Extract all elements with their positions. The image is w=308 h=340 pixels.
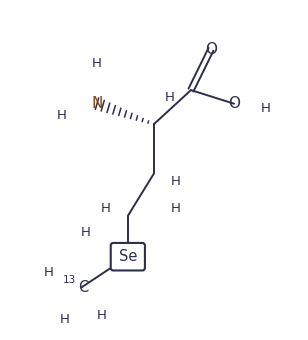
Text: 13: 13 <box>63 275 77 285</box>
Text: C: C <box>78 280 88 295</box>
Text: N: N <box>91 96 103 111</box>
Text: H: H <box>101 202 111 215</box>
Text: H: H <box>97 309 107 322</box>
Text: H: H <box>56 109 66 122</box>
Text: Se: Se <box>119 249 137 264</box>
Text: H: H <box>260 102 270 115</box>
Text: O: O <box>205 42 217 57</box>
FancyBboxPatch shape <box>111 243 145 271</box>
Text: H: H <box>81 226 91 239</box>
Text: H: H <box>92 57 102 70</box>
Text: H: H <box>44 266 54 278</box>
Text: H: H <box>165 91 175 104</box>
Text: O: O <box>228 96 240 111</box>
Text: H: H <box>171 175 181 188</box>
Text: H: H <box>60 313 70 326</box>
Text: H: H <box>171 202 181 215</box>
